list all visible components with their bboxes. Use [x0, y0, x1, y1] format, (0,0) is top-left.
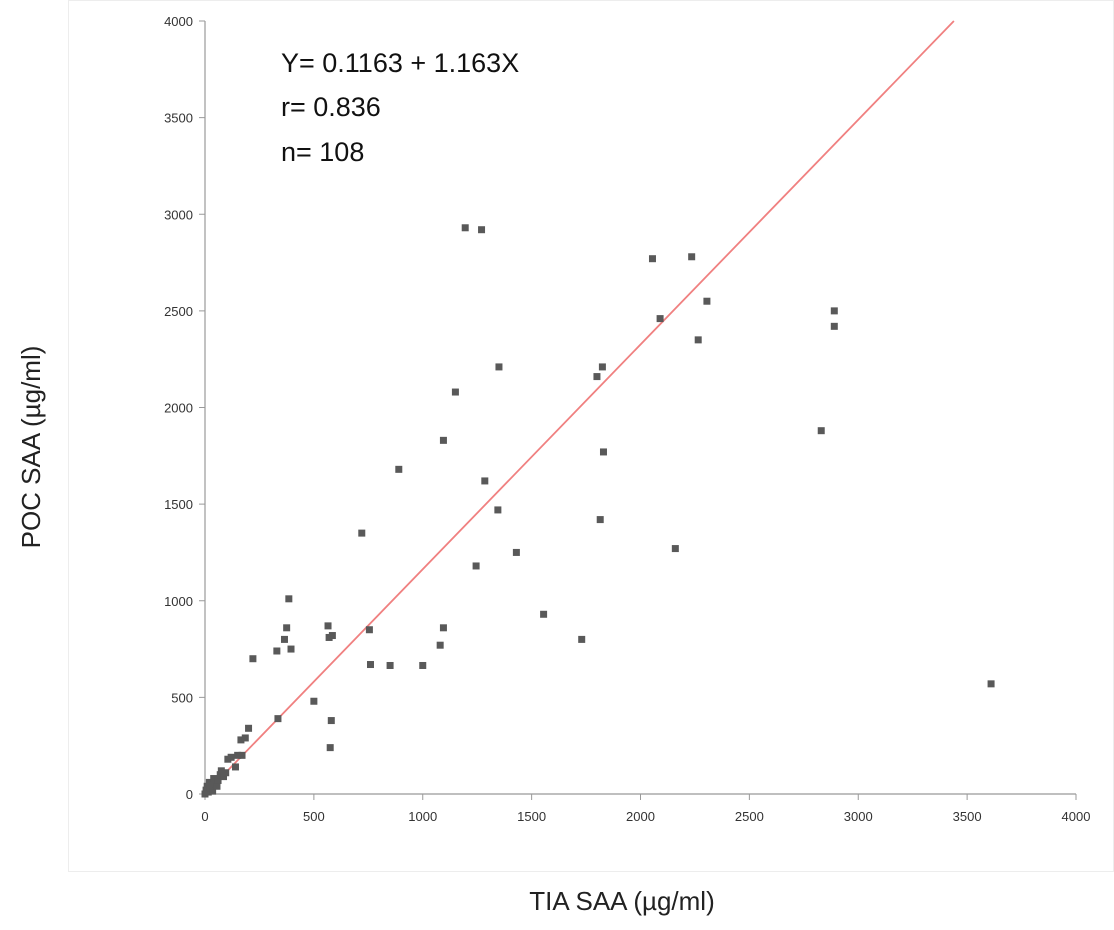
data-point — [495, 363, 503, 371]
y-tick-label: 3500 — [164, 111, 193, 126]
data-point — [419, 661, 427, 669]
data-point — [285, 595, 293, 603]
data-point — [283, 624, 291, 632]
data-point — [217, 767, 225, 775]
data-point — [324, 622, 332, 630]
data-point — [817, 427, 825, 435]
x-tick-label: 3000 — [844, 809, 873, 824]
y-tick-label: 1500 — [164, 497, 193, 512]
data-point — [245, 724, 253, 732]
x-tick-label: 1500 — [517, 809, 546, 824]
data-point — [214, 776, 222, 784]
x-tick-label: 2000 — [626, 809, 655, 824]
data-point — [249, 655, 257, 663]
y-axis-title: POC SAA (µg/ml) — [16, 346, 46, 549]
data-point — [227, 753, 235, 761]
x-tick-label: 2500 — [735, 809, 764, 824]
data-point — [481, 477, 489, 485]
data-point — [688, 253, 696, 261]
data-point — [439, 436, 447, 444]
data-point — [213, 782, 221, 790]
data-point — [365, 626, 373, 634]
data-points — [201, 224, 995, 798]
data-point — [830, 322, 838, 330]
data-point — [287, 645, 295, 653]
axes: 0 500 1000 1500 2000 2500 3000 3500 4000 0 500 100… — [164, 14, 1090, 824]
data-point — [451, 388, 459, 396]
equation-label: Y= 0.1163 + 1.163X — [281, 48, 519, 78]
regression-line — [204, 20, 955, 795]
data-point — [599, 448, 607, 456]
x-ticks: 0 500 1000 1500 2000 2500 3000 3500 4000 — [201, 794, 1090, 824]
data-point — [386, 661, 394, 669]
data-point — [274, 715, 282, 723]
data-point — [220, 773, 228, 781]
y-tick-label: 3000 — [164, 207, 193, 222]
data-point — [478, 226, 486, 234]
data-point — [327, 717, 335, 725]
data-point — [598, 363, 606, 371]
y-tick-label: 0 — [186, 787, 193, 802]
data-point — [234, 751, 242, 759]
data-point — [439, 624, 447, 632]
data-point — [671, 545, 679, 553]
data-point — [395, 465, 403, 473]
sample-size-label: n= 108 — [281, 137, 364, 167]
data-point — [237, 736, 245, 744]
data-point — [280, 635, 288, 643]
y-tick-label: 2500 — [164, 304, 193, 319]
y-ticks: 0 500 1000 1500 2000 2500 3000 3500 4000 — [164, 14, 205, 802]
data-point — [238, 751, 246, 759]
data-point — [512, 548, 520, 556]
y-tick-label: 2000 — [164, 401, 193, 416]
data-point — [578, 635, 586, 643]
data-point — [273, 647, 281, 655]
x-axis-title: TIA SAA (µg/ml) — [529, 886, 714, 916]
data-point — [209, 787, 217, 795]
y-tick-label: 4000 — [164, 14, 193, 29]
data-point — [231, 763, 239, 771]
data-point — [241, 734, 249, 742]
data-point — [648, 255, 656, 263]
x-tick-label: 3500 — [953, 809, 982, 824]
data-point — [540, 610, 548, 618]
x-tick-label: 1000 — [408, 809, 437, 824]
x-tick-label: 0 — [201, 809, 208, 824]
data-point — [326, 744, 334, 752]
correlation-label: r= 0.836 — [281, 92, 381, 122]
data-point — [461, 224, 469, 232]
data-point — [593, 373, 601, 381]
data-point — [472, 562, 480, 570]
data-point — [436, 641, 444, 649]
data-point — [222, 769, 230, 777]
data-point — [694, 336, 702, 344]
data-point — [210, 775, 218, 783]
y-tick-label: 500 — [171, 690, 193, 705]
data-point — [366, 661, 374, 669]
data-point — [494, 506, 502, 514]
data-point — [328, 632, 336, 640]
data-point — [703, 297, 711, 305]
data-point — [656, 315, 664, 323]
y-tick-label: 1000 — [164, 594, 193, 609]
data-point — [205, 778, 213, 786]
x-tick-label: 500 — [303, 809, 325, 824]
data-point — [987, 680, 995, 688]
data-point — [310, 697, 318, 705]
data-point — [358, 529, 366, 537]
plot-panel — [68, 0, 1114, 872]
data-point — [596, 516, 604, 524]
data-point — [204, 788, 212, 796]
x-tick-label: 4000 — [1062, 809, 1091, 824]
data-point — [830, 307, 838, 315]
